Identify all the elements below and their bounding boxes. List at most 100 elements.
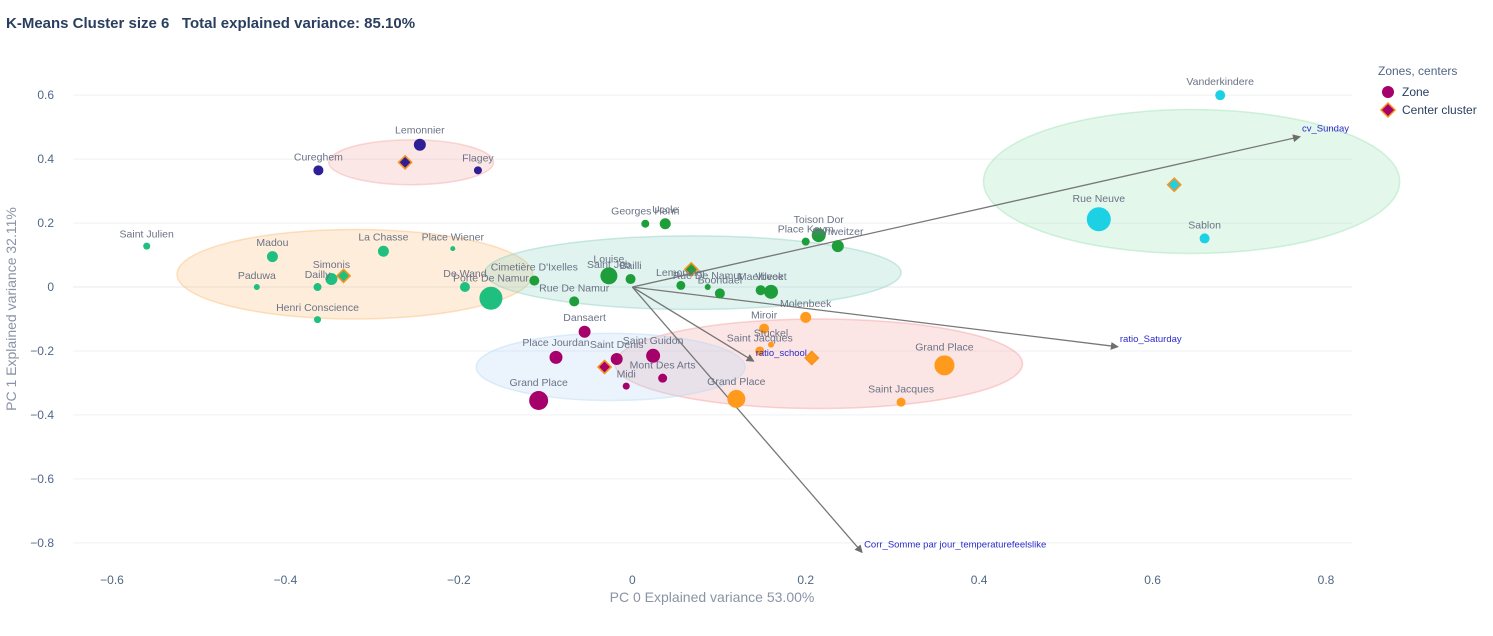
zone-point	[622, 382, 630, 390]
point-label: Uccle	[652, 204, 678, 216]
zone-point	[659, 218, 671, 230]
zone-point	[569, 296, 580, 307]
zone-point	[768, 341, 775, 348]
x-tick-label: 0.2	[797, 573, 814, 587]
legend-title: Zones, centers	[1378, 64, 1458, 78]
point-label: Porte De Namur	[453, 273, 529, 285]
cluster-center-marker	[804, 350, 820, 366]
diamond-icon	[1379, 101, 1397, 119]
point-label: Paduwa	[238, 270, 276, 282]
x-tick-label: 0	[629, 573, 636, 587]
point-label: Mont Des Arts	[630, 360, 696, 372]
cluster-ellipse	[176, 228, 534, 320]
y-tick-label: −0.2	[30, 344, 54, 358]
cluster-center-marker	[596, 359, 613, 375]
zone-point	[313, 283, 322, 292]
zone-point	[934, 355, 955, 376]
axis-ticks: 0.6 0.4 0.2 0 −0.2 −0.4 −0.6 −0.8 −0.6 −0.4 −0.2 0 0…	[30, 88, 1334, 587]
y-tick-label: 0.4	[37, 152, 54, 166]
zone-point	[600, 267, 618, 285]
point-label: Grand Place	[915, 341, 974, 353]
point-label: Miroir	[751, 310, 778, 322]
zone-point	[253, 284, 260, 291]
zone-point	[801, 237, 810, 246]
zone-point	[1215, 90, 1226, 101]
zone-point	[811, 228, 826, 243]
zone-point	[714, 288, 725, 299]
point-label: Midi	[617, 369, 636, 381]
zone-point	[676, 280, 686, 290]
loading-arrow	[631, 286, 755, 362]
zone-points	[143, 90, 1226, 411]
point-label: Place Keym	[778, 224, 834, 236]
x-tick-label: 0.4	[971, 573, 988, 587]
zone-point	[764, 284, 779, 299]
cluster-center-marker	[683, 261, 699, 278]
point-label: Henri Conscience	[276, 302, 359, 314]
zone-point	[727, 389, 746, 408]
y-tick-label: −0.6	[30, 472, 54, 486]
x-tick-label: −0.4	[274, 573, 298, 587]
legend-label-center-cluster: Center cluster	[1402, 103, 1477, 117]
point-label: Simonis	[313, 259, 350, 271]
grid-lines	[73, 94, 1352, 544]
zone-point	[529, 391, 549, 411]
loading-arrow	[632, 286, 1119, 350]
cluster-centers	[335, 154, 1182, 375]
y-tick-label: −0.8	[30, 536, 54, 550]
x-tick-label: −0.6	[100, 573, 124, 587]
point-label: Saint Jacques	[727, 332, 793, 344]
loading-arrow	[632, 134, 1301, 288]
legend-item-zone[interactable]: Zone	[1378, 83, 1477, 101]
zone-point	[314, 316, 322, 324]
point-label: Cimetière D'Ixelles	[491, 262, 578, 274]
zone-point	[641, 219, 650, 228]
point-label: Rue De Namur	[673, 270, 744, 282]
zone-point	[413, 138, 426, 151]
point-label: Saint Guidon	[623, 335, 684, 347]
loading-arrows	[631, 134, 1301, 554]
zone-point	[479, 286, 503, 310]
cluster-center-marker	[397, 154, 413, 170]
zone-point	[143, 242, 151, 250]
loading-arrow	[631, 286, 863, 554]
point-label: Vilvoet	[755, 271, 786, 283]
y-axis-title: PC 1 Explained variance 32.11%	[3, 207, 19, 411]
point-label: Georges Henri	[611, 206, 679, 218]
x-tick-label: 0.8	[1318, 573, 1335, 587]
zone-point	[1199, 233, 1210, 244]
legend-item-center-cluster[interactable]: Center cluster	[1378, 101, 1477, 119]
zone-point	[549, 350, 563, 364]
legend-label-zone: Zone	[1402, 85, 1430, 99]
zone-point	[658, 373, 668, 383]
y-tick-label: −0.4	[30, 408, 54, 422]
point-label: Louise	[593, 253, 624, 265]
point-label: Toison Dor	[794, 214, 845, 226]
zone-point	[831, 240, 844, 253]
loading-label: Corr_Somme par jour_temperaturefeelslike	[864, 539, 1046, 550]
zone-point	[529, 275, 540, 286]
zone-point	[755, 346, 765, 356]
zone-point	[896, 397, 906, 407]
zone-point	[459, 282, 470, 293]
point-label: Molenbeek	[780, 298, 832, 310]
point-label: Sablon	[1188, 219, 1221, 231]
loading-label: ratio_school	[756, 348, 807, 359]
y-tick-label: 0.6	[37, 88, 54, 102]
x-axis-title: PC 0 Explained variance 53.00%	[610, 589, 815, 605]
point-label: Lemonnier	[656, 267, 706, 279]
point-label: Saint Denis	[590, 339, 644, 351]
x-tick-label: −0.2	[447, 573, 471, 587]
point-label: Dansaert	[563, 312, 606, 324]
point-label: Stuckel	[754, 328, 788, 340]
point-label: Schweitzer	[812, 226, 864, 238]
y-tick-label: 0.2	[37, 216, 54, 230]
point-label: Vanderkindere	[1186, 76, 1254, 88]
point-label: Grand Place	[707, 376, 766, 388]
point-label: Maelbeek	[738, 271, 784, 283]
x-tick-label: 0.6	[1144, 573, 1161, 587]
cluster-center-marker	[1166, 177, 1182, 193]
point-label: Bailli	[619, 260, 641, 272]
point-label: Dailly	[305, 269, 331, 281]
